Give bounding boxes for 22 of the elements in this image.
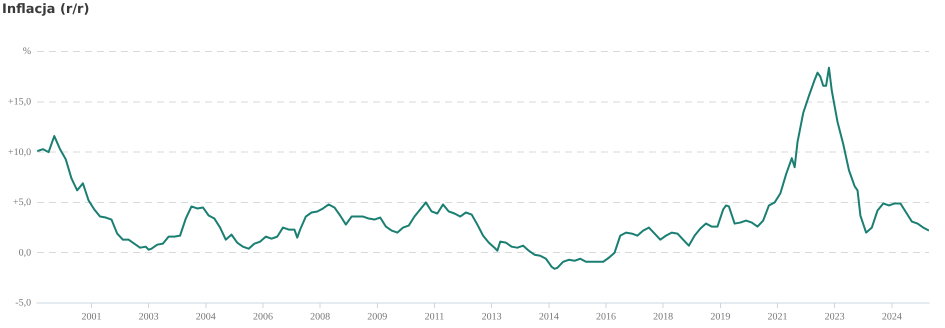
x-tick-label: 2019 xyxy=(710,312,730,323)
y-tick-label: +15,0 xyxy=(8,96,32,108)
x-tick-label: 2008 xyxy=(310,312,330,323)
x-tick-label: 2023 xyxy=(824,312,845,323)
chart-title: Inflacja (r/r) xyxy=(2,2,90,18)
x-tick-label: 2013 xyxy=(482,312,502,323)
x-tick-label: 2011 xyxy=(424,312,444,323)
x-tick-label: 2006 xyxy=(252,312,273,323)
x-tick-label: 2003 xyxy=(138,312,159,323)
x-tick-label: 2009 xyxy=(367,312,388,323)
x-tick-label: 2018 xyxy=(653,312,674,323)
x-tick-label: 2004 xyxy=(196,312,216,323)
x-tick-label: 2014 xyxy=(538,312,559,323)
y-tick-label: % xyxy=(22,46,32,58)
x-tick-label: 2024 xyxy=(882,312,902,323)
y-tick-label: 0,0 xyxy=(18,247,32,258)
y-tick-label: -5,0 xyxy=(15,298,32,309)
x-tick-label: 2001 xyxy=(81,312,102,323)
x-tick-label: 2016 xyxy=(596,312,616,323)
y-tick-label: +10,0 xyxy=(8,146,32,158)
y-tick-label: +5,0 xyxy=(13,197,32,208)
x-tick-label: 2021 xyxy=(768,312,788,323)
